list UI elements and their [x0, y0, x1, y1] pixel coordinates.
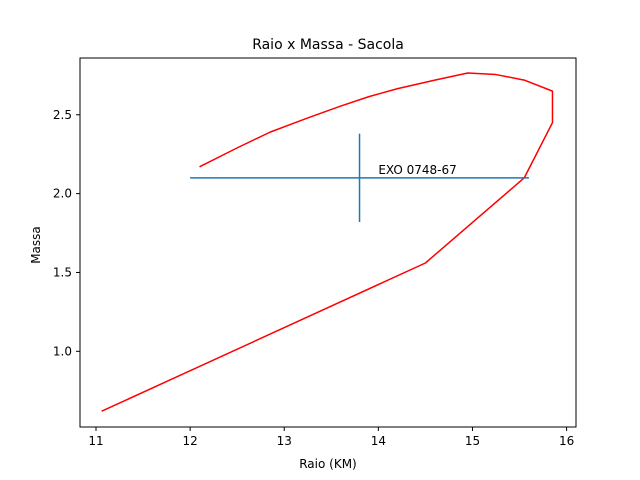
y-tick-label: 1.0: [53, 344, 72, 358]
y-tick-label: 2.5: [53, 108, 72, 122]
x-axis-label: Raio (KM): [299, 457, 357, 471]
y-axis-label: Massa: [29, 226, 43, 264]
plot-frame: [79, 57, 577, 428]
plot-area: EXO 0748-67 11 12 13 14 15 16 1.0 1.5 2.0 2.5: [53, 57, 577, 448]
y-tick-label: 2.0: [53, 187, 72, 201]
errorbar-label: EXO 0748-67: [378, 163, 456, 177]
x-tick-label: 12: [182, 434, 197, 448]
series-line-0: [101, 72, 554, 412]
x-tick-label: 11: [88, 434, 103, 448]
x-tick-label: 15: [465, 434, 480, 448]
x-tick-label: 16: [559, 434, 574, 448]
chart-title: Raio x Massa - Sacola: [252, 37, 404, 53]
x-tick-label: 14: [371, 434, 386, 448]
y-tick-label: 1.5: [53, 265, 72, 279]
x-tick-label: 13: [277, 434, 292, 448]
